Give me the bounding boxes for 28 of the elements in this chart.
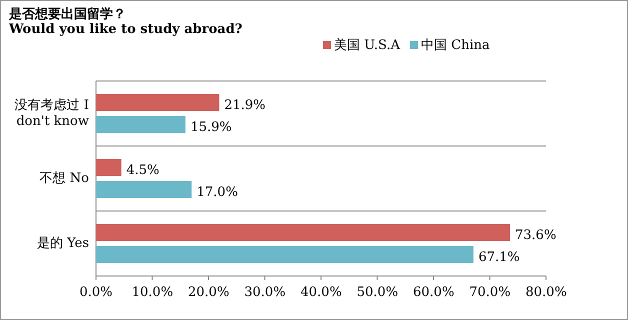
y-tick-label: 不想 No: [38, 170, 89, 186]
bar: [96, 246, 474, 263]
x-tick-label: 0.0%: [80, 285, 113, 300]
data-label: 73.6%: [515, 228, 556, 242]
x-tick-label: 50.0%: [356, 285, 398, 300]
x-tick-label: 20.0%: [188, 285, 230, 300]
data-label: 17.0%: [196, 184, 238, 200]
bar: [96, 159, 122, 176]
data-label: 15.9%: [190, 120, 232, 134]
x-tick-label: 60.0%: [413, 285, 454, 300]
y-tick-label: 没有考虑过 I don't know: [14, 98, 89, 130]
chart-title: 是否想要出国留学？: [9, 6, 126, 23]
x-tick-label: 80.0%: [526, 285, 567, 300]
x-tick-label: 30.0%: [244, 285, 286, 300]
x-tick-label: 70.0%: [469, 285, 511, 300]
y-tick-label: 是的 Yes: [36, 236, 89, 252]
data-label: 4.5%: [126, 162, 160, 178]
legend-label: 美国 U.S.A: [334, 37, 400, 54]
data-label: 21.9%: [224, 98, 266, 112]
bar: [96, 94, 220, 111]
data-label: 67.1%: [478, 250, 520, 264]
x-tick-label: 10.0%: [132, 285, 174, 300]
x-tick-label: 40.0%: [300, 285, 342, 300]
bar: [96, 181, 192, 198]
chart-subtitle: Would you like to study abroad?: [9, 22, 242, 37]
bar: [96, 224, 510, 241]
bar: [96, 116, 186, 133]
legend-label: 中国 China: [421, 37, 490, 54]
